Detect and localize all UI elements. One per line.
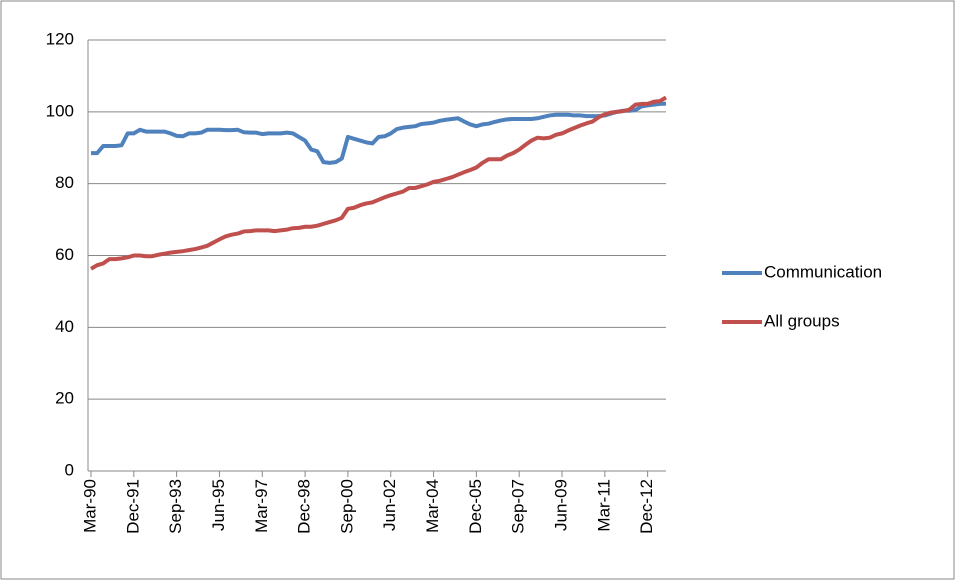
x-tick-label: Mar-11	[594, 479, 613, 532]
x-tick-label: Dec-12	[637, 479, 656, 534]
x-tick-label: Mar-04	[423, 479, 442, 533]
y-tick-label: 20	[55, 389, 74, 408]
x-tick-label: Dec-91	[123, 479, 142, 534]
y-tick-label: 80	[55, 173, 74, 192]
x-tick-label: Jun-95	[209, 479, 228, 531]
y-tick-label: 120	[46, 29, 74, 48]
x-tick-label: Jun-09	[551, 479, 570, 531]
x-tick-label: Mar-90	[80, 479, 99, 533]
x-tick-label: Sep-07	[509, 479, 528, 534]
legend-label: Communication	[764, 262, 882, 281]
x-tick-label: Dec-98	[295, 479, 314, 534]
legend-label: All groups	[764, 311, 840, 330]
x-tick-label: Sep-93	[166, 479, 185, 534]
y-tick-label: 60	[55, 245, 74, 264]
x-tick-label: Dec-05	[466, 479, 485, 534]
series-line	[89, 95, 668, 271]
x-tick-label: Jun-02	[380, 479, 399, 531]
y-tick-label: 0	[65, 460, 74, 479]
series-line	[91, 101, 667, 165]
y-tick-label: 100	[46, 101, 74, 120]
x-tick-label: Mar-97	[252, 479, 271, 533]
x-tick-label: Sep-00	[337, 479, 356, 534]
y-tick-label: 40	[55, 317, 74, 336]
